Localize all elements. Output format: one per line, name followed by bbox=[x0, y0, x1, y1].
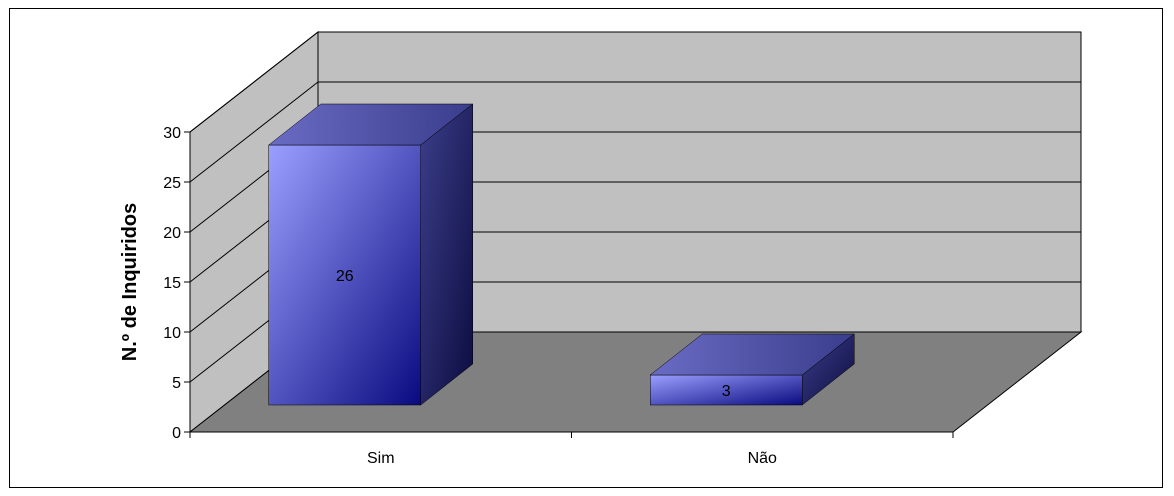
x-tick-label-sim: Sim bbox=[367, 450, 395, 467]
gridline-side bbox=[189, 31, 319, 133]
data-label-sim: 26 bbox=[336, 268, 354, 285]
y-tick-label: 10 bbox=[163, 325, 181, 342]
bars bbox=[268, 103, 855, 406]
y-tick-label: 30 bbox=[163, 125, 181, 142]
y-tick-label: 0 bbox=[172, 425, 181, 442]
data-label-não: 3 bbox=[722, 383, 731, 400]
y-axis-title: N.º de Inquiridos bbox=[119, 203, 141, 361]
labels: 0 5 10 15 20 25 30 26 Sim 3 Não bbox=[163, 125, 777, 467]
axes bbox=[184, 131, 954, 438]
bar-side-sim bbox=[420, 103, 473, 406]
y-tick-label: 5 bbox=[172, 375, 181, 392]
gridline-side bbox=[189, 81, 319, 183]
x-tick-label-não: Não bbox=[748, 450, 777, 467]
bar-sim bbox=[268, 144, 421, 406]
y-tick-label: 20 bbox=[163, 225, 181, 242]
bar-side-não bbox=[802, 333, 855, 406]
y-tick-label: 25 bbox=[163, 175, 181, 192]
bar-não bbox=[650, 374, 803, 406]
y-tick-label: 15 bbox=[163, 275, 181, 292]
